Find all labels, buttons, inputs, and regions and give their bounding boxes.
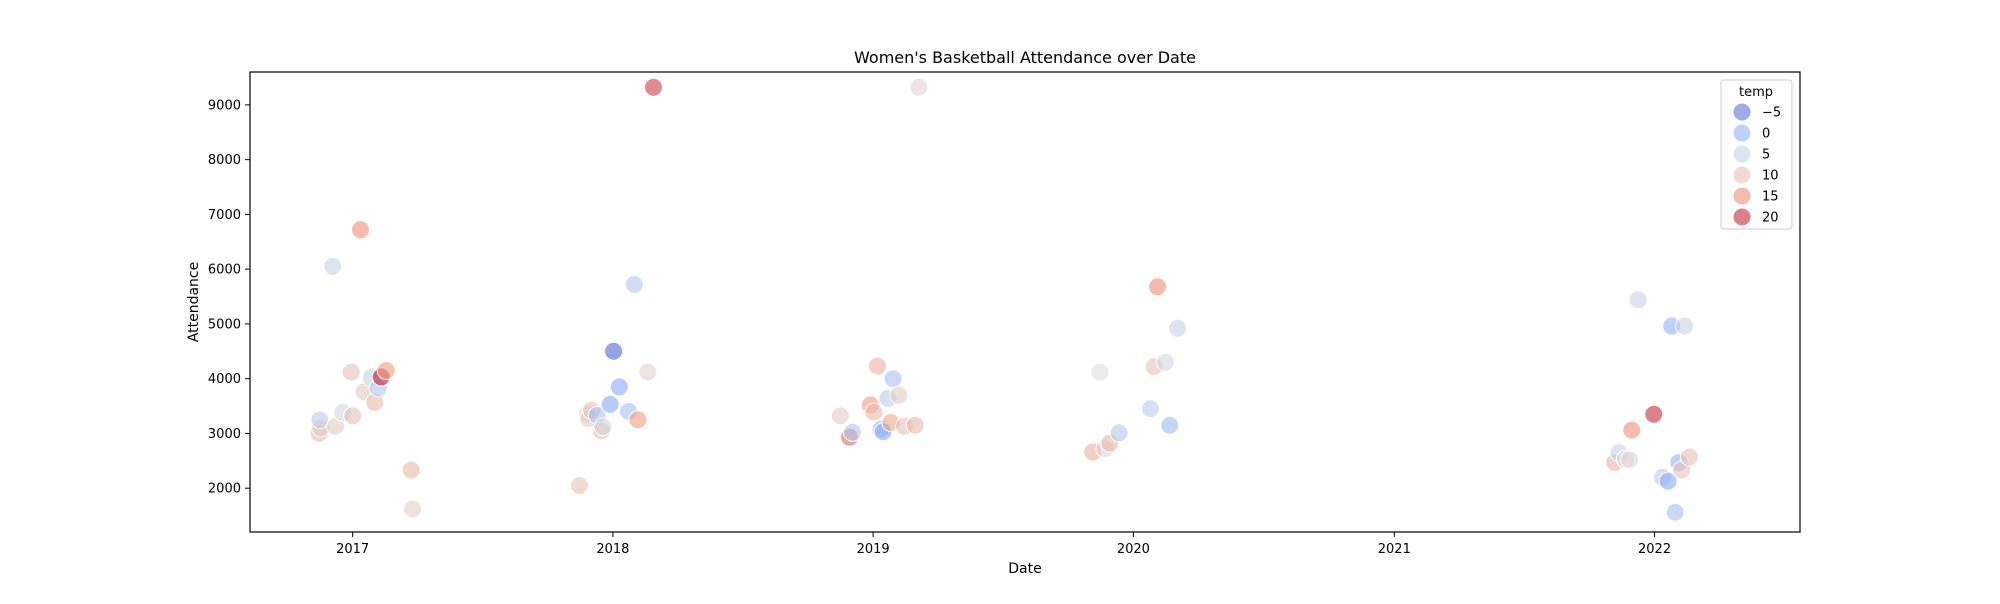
x-axis: 2017 2018 2019 2020 2021 2022 (336, 532, 1671, 557)
data-point (1628, 290, 1648, 310)
legend: temp −5 0 5 10 15 20 (1720, 79, 1793, 230)
legend-title: temp (1739, 85, 1773, 100)
data-point (1658, 471, 1678, 491)
data-point (1620, 450, 1640, 470)
data-point (569, 476, 589, 495)
x-tick-label: 2017 (336, 542, 369, 557)
data-point (883, 369, 903, 389)
legend-label: 10 (1762, 169, 1779, 184)
data-point (1665, 502, 1685, 522)
y-tick-label: 8000 (208, 153, 241, 168)
x-tick-label: 2018 (596, 542, 629, 557)
data-point (909, 77, 929, 97)
data-point (1156, 352, 1175, 372)
data-point (1109, 423, 1129, 443)
x-tick-label: 2020 (1117, 542, 1150, 557)
legend-label: −5 (1762, 106, 1781, 121)
legend-marker (1732, 144, 1752, 164)
x-tick-label: 2022 (1638, 542, 1671, 557)
legend-marker (1732, 165, 1752, 185)
data-point (1168, 318, 1188, 338)
data-point (401, 460, 421, 480)
data-point (889, 385, 909, 405)
y-tick-label: 4000 (208, 372, 241, 387)
y-tick-label: 5000 (208, 317, 241, 332)
data-point (376, 361, 396, 380)
data-point (867, 356, 887, 376)
points-layer (309, 77, 1699, 522)
legend-label: 5 (1762, 148, 1770, 163)
data-point (830, 406, 850, 426)
legend-entries: −5 0 5 10 15 20 (1732, 102, 1781, 227)
data-point (638, 362, 658, 382)
data-point (600, 394, 620, 414)
y-axis: 2000 3000 4000 5000 6000 7000 8000 9000 (208, 98, 250, 497)
data-point (864, 402, 884, 422)
legend-label: 15 (1762, 190, 1779, 205)
data-point (351, 220, 370, 240)
legend-marker (1732, 102, 1752, 122)
data-point (644, 77, 663, 97)
legend-label: 20 (1762, 211, 1779, 226)
x-tick-label: 2019 (857, 542, 890, 557)
data-point (1148, 277, 1168, 297)
legend-box (1720, 79, 1793, 230)
plot-frame (249, 71, 1801, 533)
y-tick-label: 6000 (208, 263, 241, 278)
data-point (593, 417, 613, 437)
data-point (343, 406, 363, 426)
data-point (905, 415, 925, 435)
legend-marker (1732, 186, 1752, 206)
data-point (624, 275, 644, 294)
data-point (1160, 415, 1180, 435)
legend-marker (1732, 123, 1752, 143)
y-tick-label: 9000 (208, 98, 241, 113)
data-point (323, 256, 343, 276)
data-point (843, 422, 862, 442)
data-point (1675, 316, 1694, 336)
data-point (1622, 420, 1642, 440)
y-tick-label: 7000 (208, 208, 241, 223)
chart-title: Women's Basketball Attendance over Date (854, 48, 1196, 67)
y-tick-label: 2000 (208, 482, 241, 497)
y-tick-label: 3000 (208, 427, 241, 442)
data-point (628, 410, 648, 430)
x-tick-label: 2021 (1378, 542, 1411, 557)
legend-marker (1732, 207, 1752, 227)
data-point (341, 362, 361, 382)
data-point (604, 341, 624, 361)
legend-label: 0 (1762, 127, 1770, 142)
data-point (609, 377, 629, 397)
data-point (1141, 399, 1160, 419)
data-point (1680, 447, 1699, 467)
data-point (403, 499, 423, 519)
data-point (1090, 362, 1110, 382)
data-point (1644, 404, 1664, 424)
y-axis-label: Attendance (186, 262, 202, 342)
x-axis-label: Date (1008, 561, 1041, 577)
